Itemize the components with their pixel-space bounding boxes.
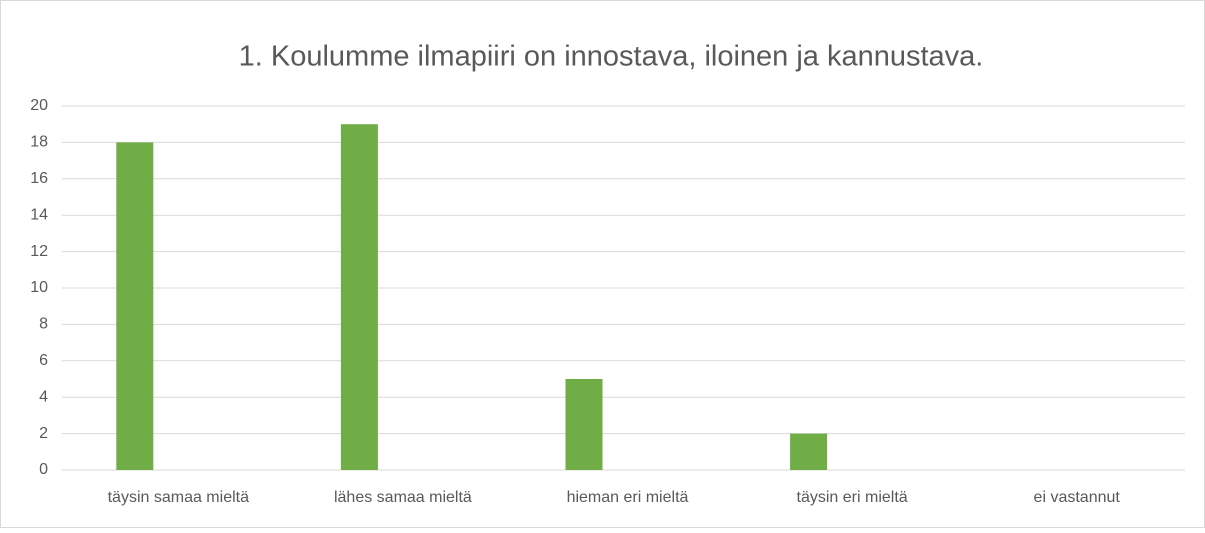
x-tick-label: lähes samaa mieltä xyxy=(334,489,472,506)
x-tick-label: täysin samaa mieltä xyxy=(108,489,249,506)
y-tick-label: 14 xyxy=(30,206,48,223)
x-tick-label: ei vastannut xyxy=(1034,489,1121,506)
y-tick-label: 20 xyxy=(30,97,48,114)
chart-title: 1. Koulumme ilmapiiri on innostava, iloi… xyxy=(239,41,984,73)
y-tick-label: 18 xyxy=(30,134,48,151)
bar xyxy=(116,142,154,470)
y-tick-label: 10 xyxy=(30,279,48,296)
bar xyxy=(340,124,378,470)
y-tick-label: 16 xyxy=(30,170,48,187)
y-tick-label: 0 xyxy=(39,461,48,478)
y-tick-label: 6 xyxy=(39,352,48,369)
y-tick-label: 2 xyxy=(39,425,48,442)
bar xyxy=(565,379,603,470)
y-tick-label: 4 xyxy=(39,388,48,405)
x-tick-label: täysin eri mieltä xyxy=(797,489,908,506)
y-tick-label: 12 xyxy=(30,243,48,260)
x-tick-label: hieman eri mieltä xyxy=(567,489,689,506)
bar xyxy=(790,433,828,470)
y-tick-label: 8 xyxy=(39,316,48,333)
